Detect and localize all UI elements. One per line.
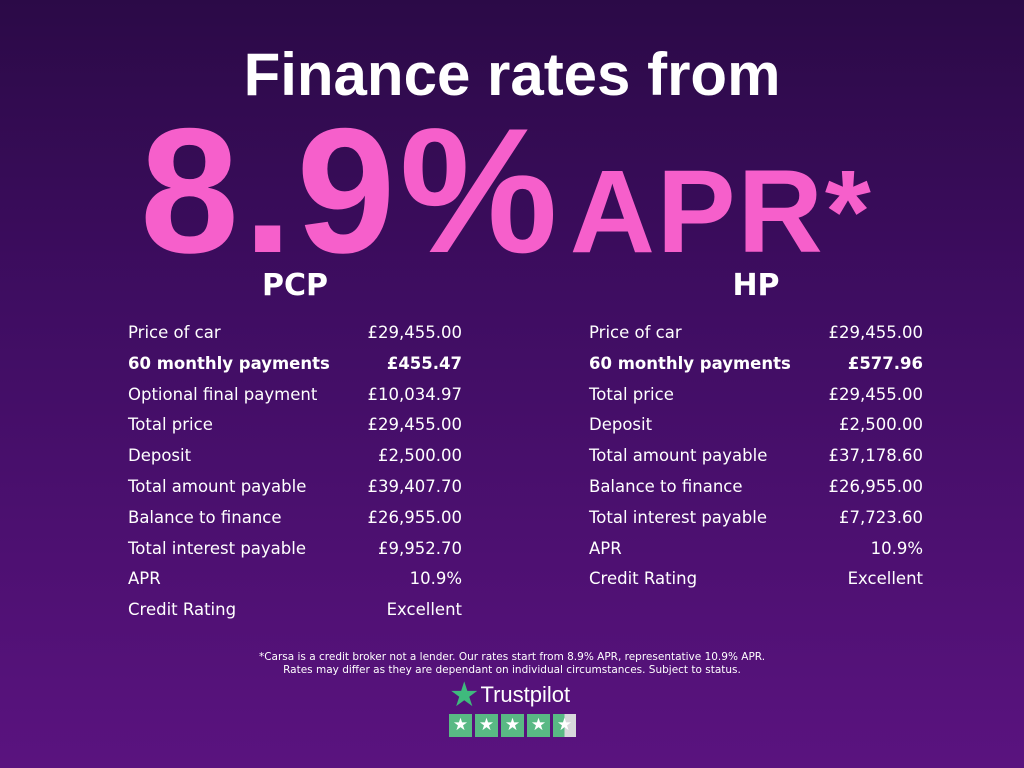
row-value: Excellent	[847, 569, 923, 589]
pcp-table: PCP Price of car £29,455.00 60 monthly pay…	[128, 268, 462, 630]
row-value: £26,955.00	[367, 507, 462, 527]
table-row: Total interest payable £9,952.70	[128, 538, 462, 569]
table-row: Total price £29,455.00	[589, 384, 923, 415]
star-icon: ★	[449, 676, 480, 714]
rating-star-icon: ★	[553, 714, 576, 737]
row-label: Deposit	[589, 415, 653, 435]
rate-suffix: APR*	[569, 146, 873, 278]
table-row: 60 monthly payments £455.47	[128, 353, 462, 384]
row-label: Credit Rating	[128, 600, 237, 620]
row-label: 60 monthly payments	[128, 353, 330, 373]
row-value: £455.47	[386, 353, 462, 373]
table-row: Total amount payable £37,178.60	[589, 445, 923, 476]
row-value: £29,455.00	[367, 415, 462, 435]
table-row: APR 10.9%	[128, 568, 462, 599]
row-label: Total amount payable	[128, 476, 307, 496]
row-value: £37,178.60	[828, 446, 923, 466]
row-label: Balance to finance	[128, 507, 282, 527]
table-row: Credit Rating Excellent	[589, 568, 923, 599]
table-row: APR 10.9%	[589, 538, 923, 569]
row-value: 10.9%	[870, 538, 923, 558]
row-value: £29,455.00	[367, 323, 462, 342]
disclaimer-line: *Carsa is a credit broker not a lender. …	[258, 651, 766, 663]
pcp-heading: PCP	[262, 268, 328, 303]
row-value: £7,723.60	[839, 507, 923, 527]
row-value: £39,407.70	[367, 476, 462, 496]
row-label: Deposit	[128, 446, 192, 466]
table-row: Optional final payment £10,034.97	[128, 384, 462, 415]
row-label: Total amount payable	[589, 446, 768, 466]
row-label: Balance to finance	[589, 476, 743, 496]
table-row: Deposit £2,500.00	[589, 414, 923, 445]
hp-heading: HP	[732, 268, 780, 303]
table-row: Price of car £29,455.00	[128, 322, 462, 353]
row-value: 10.9%	[409, 569, 462, 589]
trustpilot-name: Trustpilot	[480, 682, 571, 707]
rating-star-icon: ★	[449, 714, 472, 737]
row-value: £10,034.97	[367, 384, 462, 404]
row-value: £26,955.00	[828, 476, 923, 496]
table-row: 60 monthly payments £577.96	[589, 353, 923, 384]
table-row: Balance to finance £26,955.00	[589, 476, 923, 507]
row-label: Total price	[128, 415, 213, 435]
rate-display: 8.9%APR*	[140, 88, 900, 293]
row-value: £29,455.00	[828, 384, 923, 404]
row-label: Price of car	[589, 323, 682, 342]
disclaimer: *Carsa is a credit broker not a lender. …	[0, 651, 1024, 676]
row-value: £29,455.00	[828, 323, 923, 342]
row-label: Total price	[589, 384, 674, 404]
table-row: Total interest payable £7,723.60	[589, 507, 923, 538]
headline: Finance rates from	[243, 41, 781, 108]
row-label: Price of car	[128, 323, 221, 342]
row-label: Credit Rating	[589, 569, 698, 589]
table-row: Deposit £2,500.00	[128, 445, 462, 476]
rating-star-icon: ★	[475, 714, 498, 737]
rate-value: 8.9%	[140, 91, 562, 290]
hp-table: HP Price of car £29,455.00 60 monthly paym…	[589, 268, 923, 599]
row-value: £2,500.00	[378, 446, 462, 466]
table-row: Total price £29,455.00	[128, 414, 462, 445]
row-value: £2,500.00	[839, 415, 923, 435]
disclaimer-line: Rates may differ as they are dependant o…	[283, 663, 741, 676]
row-label: 60 monthly payments	[589, 353, 791, 373]
row-value: £577.96	[847, 353, 923, 373]
trustpilot-badge[interactable]: ★ Trustpilot ★ ★ ★ ★ ★	[449, 676, 579, 737]
trustpilot-rating: ★ ★ ★ ★ ★	[449, 714, 579, 737]
row-label: Total interest payable	[589, 507, 767, 527]
row-label: APR	[589, 538, 622, 558]
row-label: APR	[128, 569, 161, 589]
row-label: Optional final payment	[128, 384, 318, 404]
table-row: Credit Rating Excellent	[128, 599, 462, 630]
trustpilot-logo: ★ Trustpilot	[449, 676, 579, 714]
rating-star-icon: ★	[501, 714, 524, 737]
table-row: Total amount payable £39,407.70	[128, 476, 462, 507]
table-row: Price of car £29,455.00	[589, 322, 923, 353]
row-value: Excellent	[386, 600, 462, 620]
row-value: £9,952.70	[378, 538, 462, 558]
table-row: Balance to finance £26,955.00	[128, 507, 462, 538]
row-label: Total interest payable	[128, 538, 306, 558]
rating-star-icon: ★	[527, 714, 550, 737]
